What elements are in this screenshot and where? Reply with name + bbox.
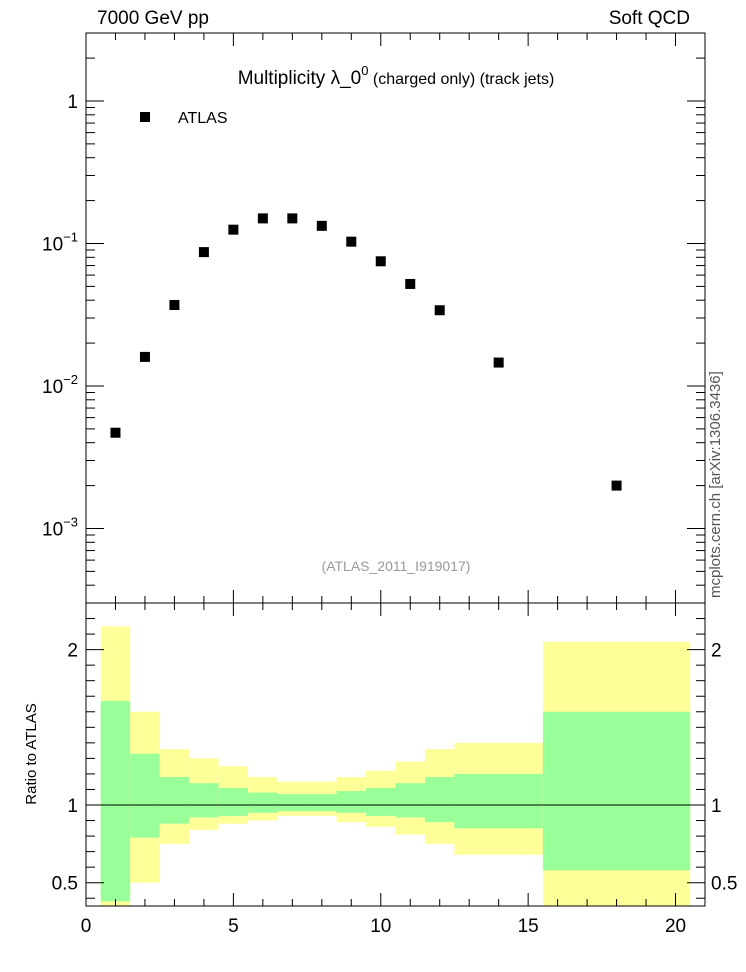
- data-point-1: [139, 351, 150, 362]
- ratio-band-inner-7: [307, 794, 337, 812]
- data-point-5: [257, 213, 268, 224]
- ratio-y-tick-label-right-0: 2: [711, 641, 722, 662]
- data-point-0: [110, 427, 121, 438]
- ratio-y-tick-label-left-1: 1: [67, 796, 78, 817]
- ratio-band-inner-5: [248, 792, 278, 813]
- data-point-9: [375, 256, 386, 267]
- analysis-watermark: (ATLAS_2011_I919017): [322, 558, 471, 574]
- ratio-band-inner-3: [189, 783, 219, 818]
- axis-ticks: [85, 32, 706, 906]
- process-category-label: Soft QCD: [608, 8, 690, 29]
- x-tick-label-1: 5: [228, 916, 239, 937]
- ratio-band-inner-12: [454, 773, 543, 829]
- ratio-band-inner-2: [159, 777, 190, 824]
- main-y-tick-label-3: 10−3: [42, 514, 78, 540]
- main-y-tick-label-0: 1: [67, 92, 78, 113]
- data-point-3: [198, 247, 209, 258]
- ratio-y-tick-label-left-2: 0.5: [52, 874, 78, 895]
- ratio-band-inner-13: [542, 711, 691, 871]
- main-y-tick-label-2: 10−2: [42, 372, 78, 398]
- data-point-10: [405, 278, 416, 289]
- ratio-band-inner-4: [218, 787, 249, 816]
- x-tick-label-4: 20: [665, 916, 686, 937]
- data-point-4: [228, 224, 239, 235]
- ratio-band-inner-9: [366, 787, 396, 816]
- x-tick-label-3: 15: [518, 916, 539, 937]
- data-point-11: [434, 305, 445, 316]
- data-point-2: [169, 300, 180, 311]
- ratio-y-tick-label-right-1: 1: [711, 796, 722, 817]
- ratio-band-inner-6: [277, 794, 308, 812]
- ratio-y-axis-label: Ratio to ATLAS: [23, 703, 40, 804]
- tick-labels: 0 5 10 15 20 1 10−1 10−2 10−3 2 2 1 1 0.5 0.5: [42, 92, 737, 937]
- legend-label: ATLAS: [178, 110, 228, 127]
- data-point-13: [611, 480, 622, 491]
- ratio-y-tick-label-right-2: 0.5: [711, 874, 737, 895]
- data-markers: [110, 213, 622, 491]
- ratio-bands: [100, 626, 691, 906]
- ratio-panel-frame: [85, 602, 706, 907]
- x-tick-label-0: 0: [81, 916, 92, 937]
- ratio-band-inner-11: [424, 777, 455, 823]
- ratio-band-inner-8: [336, 791, 367, 813]
- data-point-7: [316, 220, 327, 231]
- data-point-6: [287, 213, 298, 224]
- legend-marker: [140, 112, 150, 122]
- main-y-tick-label-1: 10−1: [42, 229, 78, 255]
- ratio-band-inner-0: [100, 700, 131, 902]
- annotations: Multiplicity λ_00 (charged only) (track …: [23, 63, 554, 805]
- ratio-band-inner-10: [395, 783, 425, 818]
- data-point-8: [346, 236, 357, 247]
- x-tick-label-2: 10: [370, 916, 391, 937]
- collision-energy-label: 7000 GeV pp: [97, 8, 209, 29]
- data-point-12: [493, 357, 504, 368]
- ratio-band-inner-1: [130, 753, 160, 838]
- chart-title: Multiplicity λ_00 (charged only) (track …: [238, 63, 555, 89]
- ratio-y-tick-label-left-0: 2: [67, 641, 78, 662]
